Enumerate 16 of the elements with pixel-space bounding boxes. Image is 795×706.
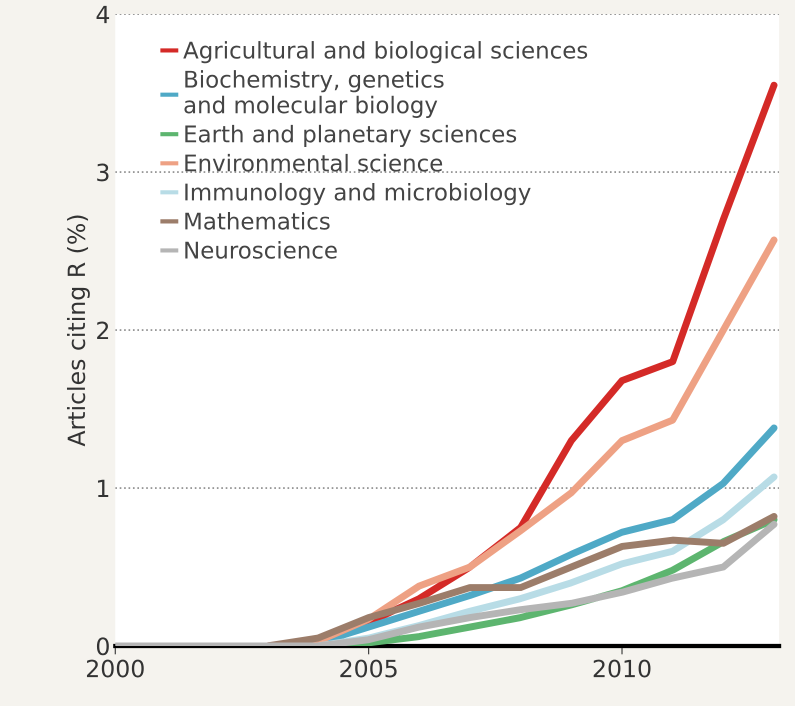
legend-label: Earth and planetary sciences	[185, 124, 516, 148]
legend-label: Agricultural and biological sciences	[183, 41, 588, 64]
y-tick-label: 4	[96, 6, 110, 24]
x-tick-label: 2010	[594, 660, 650, 678]
x-tick-label: 2005	[340, 660, 397, 678]
legend-label: Biochemistry, genetics and molecular biology	[184, 70, 444, 118]
x-tick-label: 2000	[86, 660, 144, 678]
y-tick-label: 2	[97, 322, 108, 340]
legend-label: Immunology and microbiology	[185, 182, 531, 206]
y-tick-label: 1	[98, 480, 108, 497]
y-tick-label: 0	[96, 637, 109, 656]
y-axis-title: Articles citing R (%)	[66, 216, 90, 446]
y-tick-label: 3	[97, 164, 109, 182]
legend-label: Mathematics	[185, 212, 330, 230]
legend-label: Environmental science	[185, 154, 442, 172]
legend-label: Neuroscience	[185, 241, 337, 259]
